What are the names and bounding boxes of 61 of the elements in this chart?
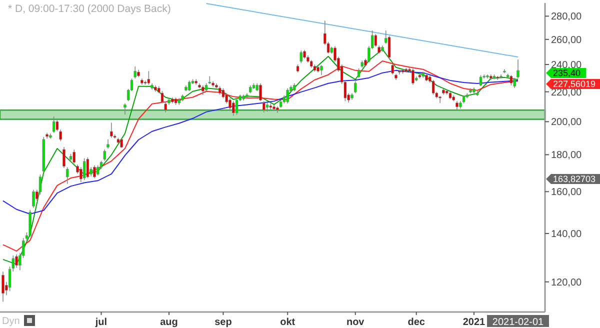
candlestick xyxy=(259,82,262,102)
candlestick xyxy=(147,70,150,86)
candlestick xyxy=(82,158,86,180)
y-tick-label: 160,00 xyxy=(551,187,582,198)
line-series xyxy=(2,70,518,214)
candlestick xyxy=(28,209,32,238)
y-tick-label: 180,00 xyxy=(551,150,582,162)
candlestick xyxy=(62,146,66,168)
text: 227,56019 xyxy=(553,79,596,90)
x-tick-label: 2021 xyxy=(462,317,486,328)
candlestick xyxy=(513,77,516,88)
candlestick xyxy=(66,166,69,184)
text: 163,82703 xyxy=(553,174,596,184)
x-tick-label: okt xyxy=(280,317,296,328)
candlestick xyxy=(320,64,323,76)
candlestick xyxy=(2,271,4,302)
y-tick-label: 240,00 xyxy=(551,60,582,71)
y-tick-label: 120,00 xyxy=(551,277,582,288)
candlestick xyxy=(72,149,76,164)
candlestick xyxy=(262,100,266,113)
candlestick xyxy=(479,74,482,87)
candlestick xyxy=(391,63,394,75)
candlestick xyxy=(106,139,110,150)
candlestick xyxy=(124,102,126,116)
x-tick-label: dec xyxy=(408,317,426,328)
candlestick xyxy=(438,96,442,104)
candlestick xyxy=(235,98,238,116)
candlestick xyxy=(354,80,357,94)
candlestick xyxy=(103,149,106,162)
candlestick xyxy=(52,116,56,134)
x-tick-label: 2021-02-01 xyxy=(492,317,544,328)
chart-title: * D, 09:00-17:30 (2000 Days Back) xyxy=(8,3,171,15)
candlestick xyxy=(110,122,113,138)
candlestick xyxy=(96,164,100,176)
y-tick-label: 260,00 xyxy=(551,34,582,46)
y-tick-label: 280,00 xyxy=(551,12,582,23)
candlestick xyxy=(510,74,513,86)
x-tick-label: sep xyxy=(214,317,232,328)
candlestick xyxy=(286,88,289,104)
candlestick xyxy=(188,80,191,92)
x-tick-label: aug xyxy=(160,317,178,328)
candlestick xyxy=(32,189,35,208)
candlestick xyxy=(357,68,360,78)
candlestick xyxy=(432,79,435,96)
candlestick xyxy=(412,68,414,86)
candlestick xyxy=(15,254,18,268)
candlestick xyxy=(120,137,123,148)
x-tick-label: nov xyxy=(346,317,365,328)
y-tick-label: 140,00 xyxy=(551,229,582,240)
candlestick xyxy=(93,164,96,179)
candlestick xyxy=(134,66,136,79)
candlestick xyxy=(232,100,235,116)
candlestick xyxy=(516,59,520,79)
y-tick-label: 200,00 xyxy=(551,117,582,128)
x-tick-label: jul xyxy=(94,317,108,328)
candlestick xyxy=(86,156,90,179)
candlestick xyxy=(300,50,302,64)
candlestick xyxy=(202,85,204,96)
candlestick xyxy=(164,102,167,113)
text: Dyn xyxy=(2,316,20,327)
text: 235,40 xyxy=(553,68,581,78)
